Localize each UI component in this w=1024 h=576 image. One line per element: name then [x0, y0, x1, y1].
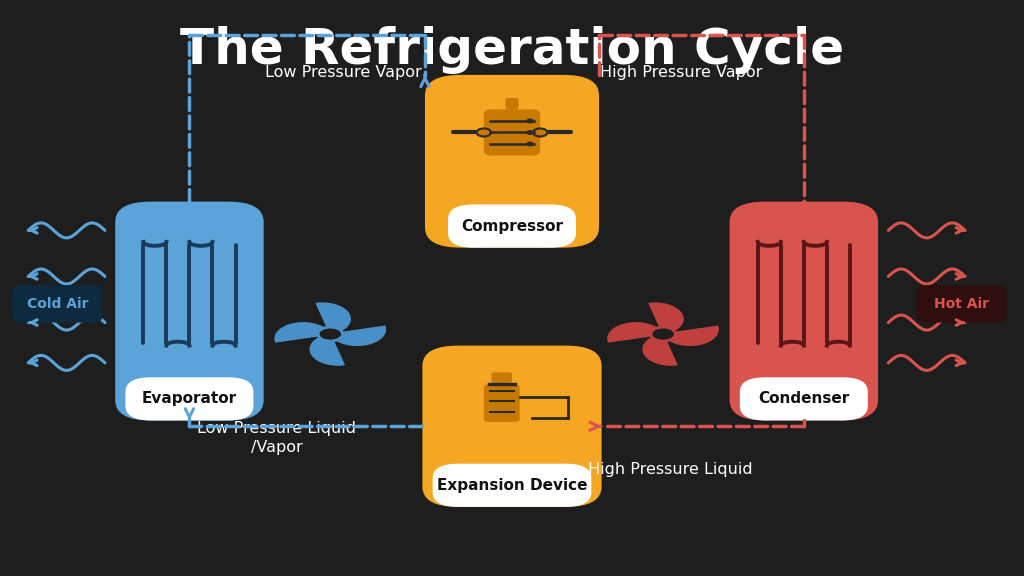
- Text: The Refrigeration Cycle: The Refrigeration Cycle: [180, 26, 844, 74]
- FancyBboxPatch shape: [12, 285, 102, 323]
- FancyBboxPatch shape: [483, 109, 541, 156]
- Polygon shape: [643, 334, 677, 365]
- Text: Expansion Device: Expansion Device: [437, 478, 587, 493]
- Circle shape: [476, 128, 492, 137]
- Polygon shape: [275, 323, 330, 342]
- Circle shape: [526, 119, 532, 123]
- Circle shape: [532, 128, 547, 137]
- Circle shape: [321, 328, 340, 340]
- Text: Cold Air: Cold Air: [27, 297, 88, 310]
- Polygon shape: [664, 326, 718, 346]
- FancyBboxPatch shape: [422, 346, 601, 507]
- FancyBboxPatch shape: [125, 377, 254, 420]
- Polygon shape: [330, 326, 385, 346]
- FancyBboxPatch shape: [739, 377, 868, 420]
- FancyBboxPatch shape: [115, 202, 264, 420]
- Circle shape: [653, 328, 673, 340]
- Polygon shape: [310, 334, 344, 365]
- Text: High Pressure Liquid: High Pressure Liquid: [589, 462, 753, 477]
- Text: High Pressure Vapor: High Pressure Vapor: [600, 65, 762, 79]
- FancyBboxPatch shape: [506, 98, 518, 109]
- Text: Low Pressure Liquid
/Vapor: Low Pressure Liquid /Vapor: [197, 421, 356, 454]
- Text: Evaporator: Evaporator: [142, 391, 237, 407]
- FancyBboxPatch shape: [729, 202, 879, 420]
- Polygon shape: [608, 323, 664, 342]
- FancyBboxPatch shape: [449, 204, 575, 248]
- FancyBboxPatch shape: [432, 464, 592, 507]
- FancyBboxPatch shape: [916, 285, 1007, 323]
- Text: Hot Air: Hot Air: [934, 297, 989, 310]
- FancyBboxPatch shape: [492, 373, 512, 382]
- Polygon shape: [316, 303, 350, 334]
- FancyBboxPatch shape: [483, 385, 519, 422]
- Text: Condenser: Condenser: [758, 391, 850, 407]
- Text: Low Pressure Vapor: Low Pressure Vapor: [264, 65, 422, 79]
- Text: Compressor: Compressor: [461, 218, 563, 234]
- Circle shape: [526, 131, 532, 134]
- FancyBboxPatch shape: [425, 75, 599, 248]
- Polygon shape: [649, 303, 683, 334]
- Circle shape: [526, 142, 532, 146]
